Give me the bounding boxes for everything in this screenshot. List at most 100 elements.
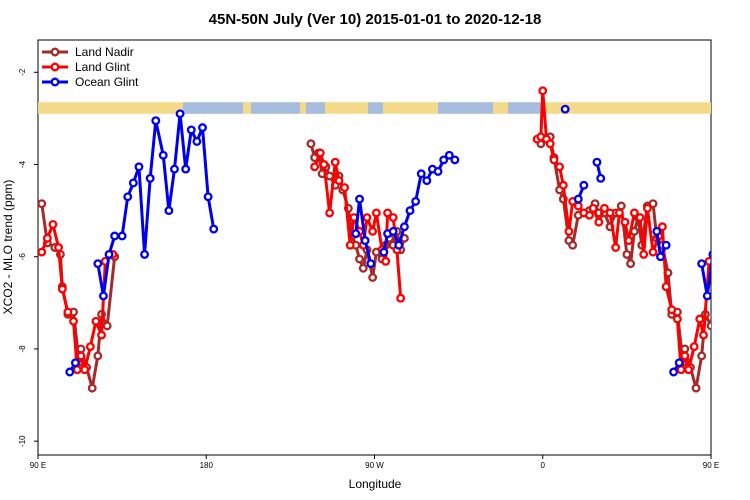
band-ocean-0 xyxy=(183,102,243,114)
ocean-glint-point-1-8 xyxy=(140,249,150,259)
land-glint-point-2-19 xyxy=(620,217,630,227)
series-land-glint xyxy=(38,86,720,375)
ocean-glint-point-7-0 xyxy=(652,226,662,236)
band-ocean-1 xyxy=(251,102,300,114)
ocean-glint-point-9-1 xyxy=(702,291,711,301)
land-glint-point-0-11 xyxy=(91,316,101,326)
land-glint-point-2-38 xyxy=(713,251,720,258)
legend-item-ocean-glint: Ocean Glint xyxy=(42,75,139,89)
ocean-glint-point-1-3 xyxy=(110,231,120,241)
ocean-glint-point-3-2 xyxy=(388,226,398,236)
legend-marker-ocean-glint xyxy=(50,77,60,87)
land-glint-point-2-12 xyxy=(585,210,594,220)
land-glint-point-1-19 xyxy=(396,293,406,303)
land-nadir-point-1-5 xyxy=(325,171,335,181)
ocean-glint-point-8-1 xyxy=(674,358,684,368)
ocean-glint-point-1-11 xyxy=(158,150,168,160)
land-nadir-point-2-7 xyxy=(568,240,578,250)
ocean-glint-point-9-7 xyxy=(739,164,746,171)
land-glint-point-0-2 xyxy=(48,219,58,229)
land-glint-point-2-37 xyxy=(704,256,711,266)
land-glint-point-1-16 xyxy=(383,208,393,218)
ocean-glint-line-2 xyxy=(354,197,373,264)
y-tick-label-4: -10 xyxy=(18,435,27,447)
land-glint-point-2-7 xyxy=(558,180,568,190)
band-ocean-2 xyxy=(306,102,325,114)
land-glint-point-1-4 xyxy=(330,157,340,167)
ocean-glint-point-2-0 xyxy=(351,229,361,239)
land-glint-point-2-16 xyxy=(605,208,615,218)
ocean-glint-point-1-6 xyxy=(128,178,138,188)
land-glint-point-1-12 xyxy=(368,226,378,236)
ocean-glint-point-1-14 xyxy=(175,109,185,119)
land-glint-point-2-4 xyxy=(545,139,555,149)
land-glint-point-0-9 xyxy=(80,365,90,375)
legend-item-land-glint: Land Glint xyxy=(42,60,130,74)
land-nadir-point-0-0 xyxy=(38,199,47,209)
chart-title: 45N-50N July (Ver 10) 2015-01-01 to 2020… xyxy=(209,11,542,28)
ocean-glint-point-3-12 xyxy=(444,150,454,160)
ocean-glint-point-7-1 xyxy=(656,252,665,262)
ocean-glint-point-2-3 xyxy=(366,259,376,269)
x-tick-label-0: 90 E xyxy=(30,461,46,470)
land-glint-point-1-6 xyxy=(340,183,350,193)
x-tick-label-4: 90 E xyxy=(703,461,719,470)
ocean-glint-point-1-18 xyxy=(198,123,207,133)
land-glint-point-0-10 xyxy=(85,342,95,352)
land-glint-point-1-17 xyxy=(388,213,398,222)
land-glint-point-1-0 xyxy=(310,162,320,172)
legend-item-land-nadir: Land Nadir xyxy=(42,45,134,59)
land-nadir-point-0-10 xyxy=(87,383,97,393)
land-glint-point-2-24 xyxy=(642,203,652,213)
y-tick-label-0: -2 xyxy=(18,68,27,76)
legend-label-land-nadir: Land Nadir xyxy=(75,45,134,59)
ocean-glint-point-1-0 xyxy=(93,259,103,269)
land-glint-point-2-14 xyxy=(594,217,604,227)
band-ocean-3 xyxy=(368,102,383,114)
land-nadir-point-2-23 xyxy=(648,199,658,209)
ocean-glint-point-9-3 xyxy=(715,233,722,240)
ocean-glint-point-1-7 xyxy=(134,162,144,172)
land-glint-point-2-35 xyxy=(695,314,705,324)
series-land-nadir xyxy=(38,132,711,393)
ocean-glint-point-3-3 xyxy=(394,240,404,250)
land-glint-point-2-6 xyxy=(555,162,565,172)
land-glint-point-2-5 xyxy=(549,155,559,165)
land-glint-point-2-29 xyxy=(667,305,677,315)
ocean-glint-point-9-8 xyxy=(745,251,750,258)
land-glint-point-0-8 xyxy=(76,351,86,361)
land-glint-point-0-3 xyxy=(54,243,64,252)
land-glint-point-0-6 xyxy=(69,316,78,326)
ocean-glint-point-5-0 xyxy=(573,194,583,204)
legend-label-ocean-glint: Ocean Glint xyxy=(75,75,139,89)
land-nadir-point-2-18 xyxy=(626,259,636,269)
ocean-glint-point-3-6 xyxy=(411,196,421,206)
y-tick-label-2: -6 xyxy=(18,253,27,261)
ocean-glint-point-1-4 xyxy=(117,231,127,241)
land-nadir-point-2-33 xyxy=(697,351,707,361)
ocean-glint-point-1-2 xyxy=(104,249,114,259)
land-glint-point-2-15 xyxy=(599,203,609,213)
x-tick-label-2: 90 W xyxy=(365,461,384,470)
land-glint-point-2-8 xyxy=(564,226,574,236)
land-glint-point-2-31 xyxy=(676,365,686,375)
ocean-glint-point-3-7 xyxy=(416,169,426,179)
ocean-glint-point-0-0 xyxy=(65,367,75,377)
ocean-glint-point-3-13 xyxy=(450,155,460,165)
ocean-glint-point-6-0 xyxy=(592,157,602,167)
land-nadir-point-2-16 xyxy=(616,201,626,211)
land-nadir-point-0-11 xyxy=(93,351,103,361)
y-tick-label-3: -8 xyxy=(18,345,27,353)
x-tick-label-1: 180 xyxy=(200,461,214,470)
series-ocean-glint xyxy=(65,104,750,377)
land-glint-point-0-1 xyxy=(42,233,52,243)
land-glint-point-0-0 xyxy=(38,247,47,257)
ocean-glint-point-3-5 xyxy=(405,206,415,216)
ocean-glint-point-3-8 xyxy=(422,176,432,186)
land-nadir-point-1-0 xyxy=(306,139,316,149)
band-ocean-5 xyxy=(508,102,543,114)
ocean-glint-point-1-9 xyxy=(145,173,155,183)
ocean-glint-point-1-12 xyxy=(164,206,174,216)
land-nadir-point-2-17 xyxy=(622,249,632,259)
